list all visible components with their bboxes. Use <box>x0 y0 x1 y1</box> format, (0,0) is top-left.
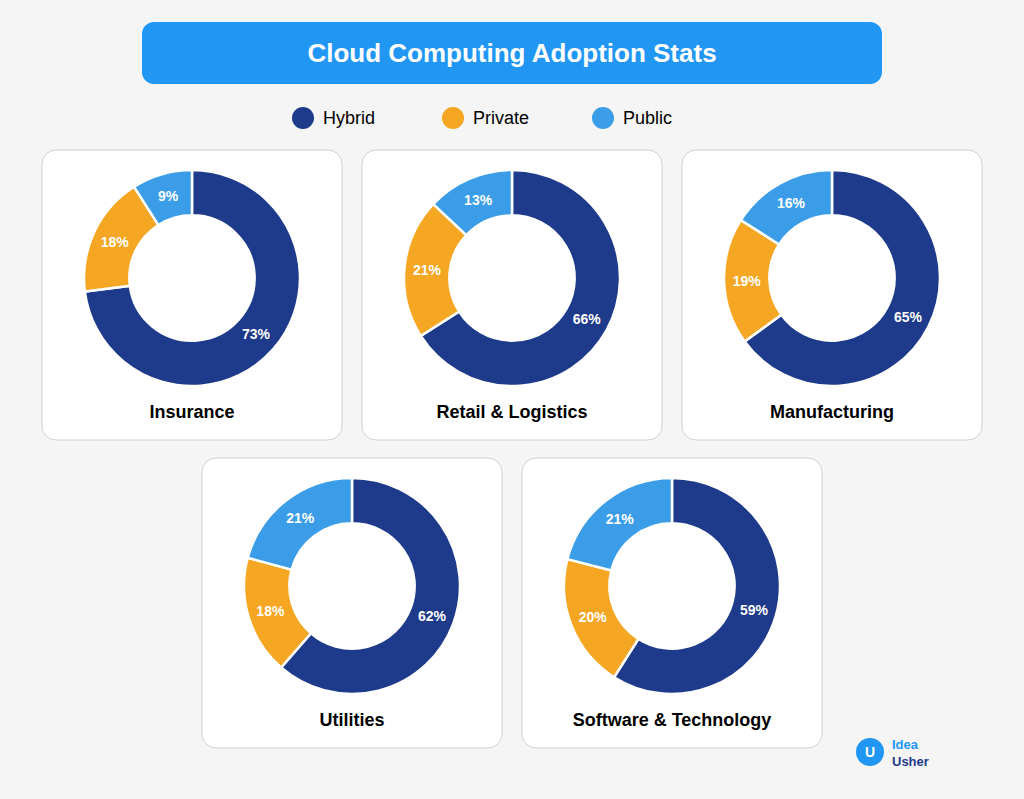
data-label: 9% <box>158 188 179 204</box>
chart-card: 62% 18% 21% Utilities <box>202 458 502 748</box>
chart-svg: Cloud Computing Adoption Stats Hybrid Priv… <box>0 0 1024 799</box>
data-label: 65% <box>894 309 923 325</box>
chart-title: Manufacturing <box>770 402 894 422</box>
chart-title: Retail & Logistics <box>436 402 587 422</box>
legend-label: Hybrid <box>323 108 375 128</box>
data-label: 21% <box>413 262 442 278</box>
data-label: 21% <box>286 510 315 526</box>
logo: U Idea Usher <box>856 737 929 769</box>
data-label: 18% <box>256 603 285 619</box>
logo-text: Usher <box>892 754 929 769</box>
donut-slice <box>567 478 672 570</box>
chart-card: 59% 20% 21% Software & Technology <box>522 458 822 748</box>
chart-title: Software & Technology <box>573 710 772 730</box>
legend-label: Private <box>473 108 529 128</box>
legend-label: Public <box>623 108 672 128</box>
data-label: 62% <box>418 608 447 624</box>
title-banner <box>142 22 882 84</box>
data-label: 16% <box>777 195 806 211</box>
donut-slice <box>421 170 620 386</box>
logo-letter: U <box>865 744 875 760</box>
page-root: Cloud Computing Adoption Stats Hybrid Priv… <box>0 0 1024 799</box>
card-background <box>682 150 982 440</box>
card-background <box>42 150 342 440</box>
card-background <box>362 150 662 440</box>
chart-card: 73% 18% 9% Insurance <box>42 150 342 440</box>
data-label: 13% <box>464 192 493 208</box>
logo-icon <box>856 738 884 766</box>
legend: Hybrid Private Public <box>292 107 672 129</box>
card-background <box>202 458 502 748</box>
donut-slice <box>564 559 638 677</box>
data-label: 18% <box>101 234 130 250</box>
logo-text: Idea <box>892 737 919 752</box>
card-background <box>522 458 822 748</box>
donut-slice <box>741 170 832 244</box>
data-label: 21% <box>606 511 635 527</box>
legend-swatch <box>292 107 314 129</box>
background <box>0 0 1024 799</box>
data-label: 73% <box>242 326 271 342</box>
data-label: 20% <box>579 609 608 625</box>
data-label: 59% <box>740 602 769 618</box>
donut-slice <box>244 558 311 668</box>
chart-title: Utilities <box>319 710 384 730</box>
legend-swatch <box>442 107 464 129</box>
donut-slice <box>281 478 460 694</box>
chart-title: Insurance <box>149 402 234 422</box>
donut-slice <box>134 170 192 225</box>
data-label: 19% <box>733 273 762 289</box>
donut-slice <box>248 478 352 570</box>
chart-card: 65% 19% 16% Manufacturing <box>682 150 982 440</box>
legend-swatch <box>592 107 614 129</box>
data-label: 66% <box>573 311 602 327</box>
donut-slice <box>85 170 300 386</box>
title: Cloud Computing Adoption Stats <box>307 38 716 68</box>
donut-slice <box>433 170 512 235</box>
chart-card: 66% 21% 13% Retail & Logistics <box>362 150 662 440</box>
